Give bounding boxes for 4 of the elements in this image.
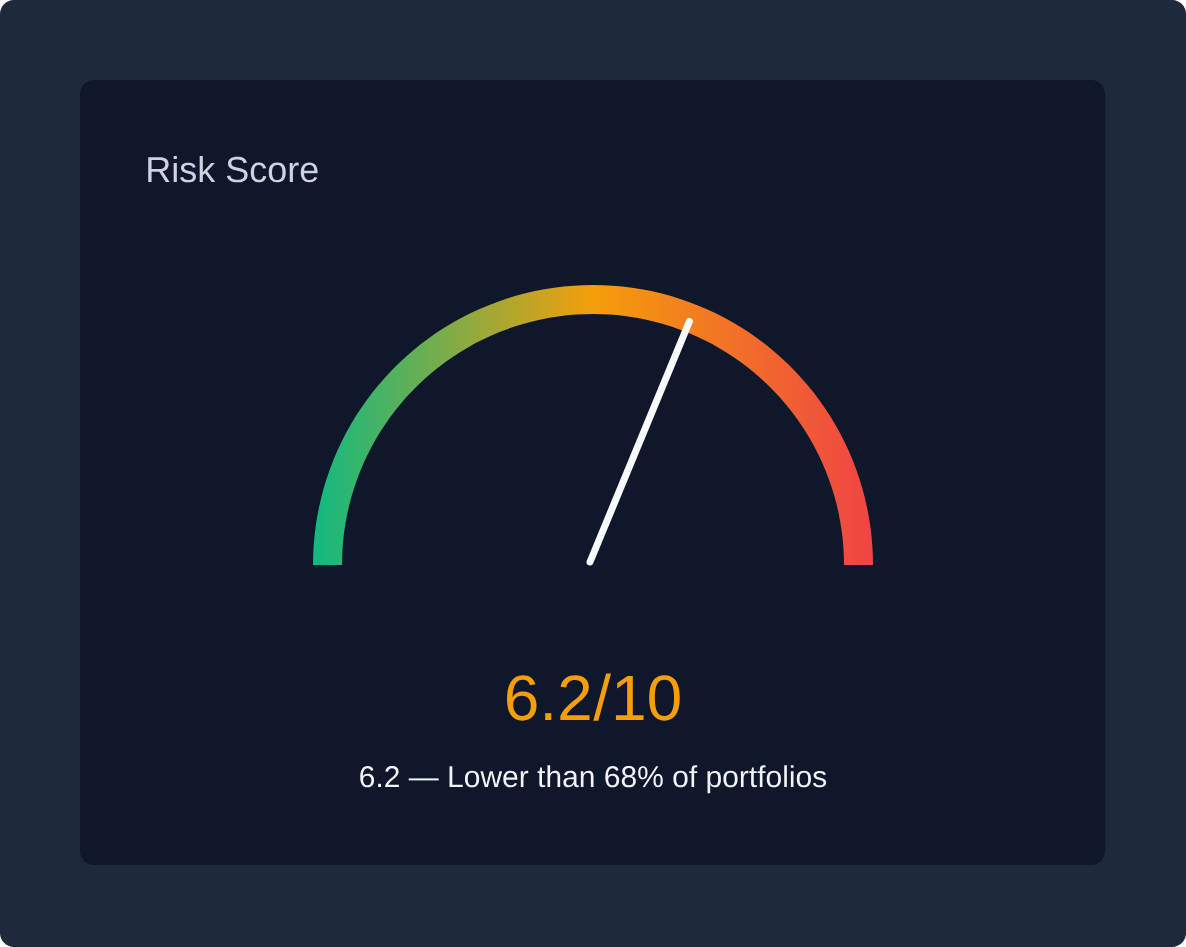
- text: Risk Score: [148, 155, 318, 183]
- data-label: /10: [593, 673, 680, 721]
- text: 6.2 — Lower than 68% of portfolios: [360, 765, 827, 794]
- data-label: 6.2: [507, 675, 590, 721]
